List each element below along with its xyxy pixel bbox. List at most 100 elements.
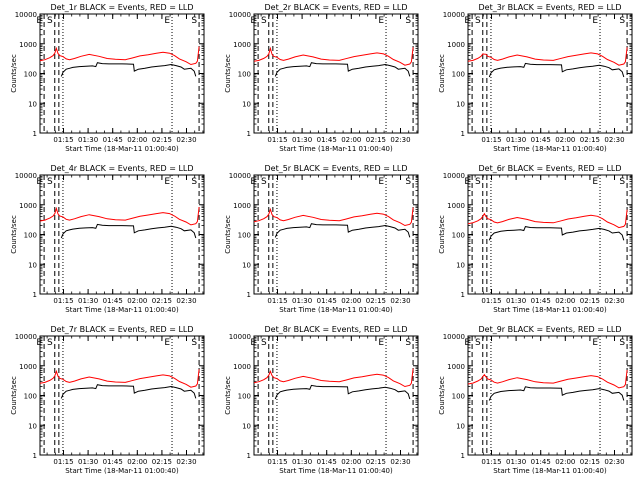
y-axis-label: Counts/sec: [224, 376, 232, 415]
x-tick-label: 01:45: [531, 136, 551, 144]
marker-label: S: [47, 338, 53, 348]
marker-label: E: [36, 177, 42, 187]
x-tick-label: 01:45: [103, 136, 123, 144]
marker-label: S: [191, 16, 197, 26]
chart-panel-3: Det_3r BLACK = Events, RED = LLD 1 10 100 10…: [438, 3, 633, 153]
marker-label: E: [378, 338, 384, 348]
x-axis-label: Start Time (18-Mar-11 01:00:40): [279, 145, 393, 153]
marker-label: E: [164, 177, 170, 187]
x-tick-label: 02:30: [390, 297, 410, 305]
y-tick-label: 100: [24, 393, 37, 401]
y-tick-label: 1: [33, 452, 37, 460]
y-tick-label: 100: [452, 393, 465, 401]
x-tick-label: 01:45: [317, 136, 337, 144]
marker-label: S: [47, 177, 53, 187]
x-tick-label: 02:15: [152, 136, 172, 144]
x-tick-label: 01:15: [53, 297, 73, 305]
x-tick-label: 01:30: [78, 136, 98, 144]
plot-frame: [253, 174, 419, 295]
panel-title: Det_5r BLACK = Events, RED = LLD: [264, 164, 407, 173]
y-tick-label: 1000: [447, 363, 465, 371]
x-tick-label: 01:45: [103, 297, 123, 305]
x-tick-label: 02:30: [604, 458, 624, 466]
marker-label: S: [405, 177, 411, 187]
lld-series-line: [253, 46, 414, 66]
marker-label: E: [464, 177, 470, 187]
x-tick-label: 01:30: [292, 458, 312, 466]
x-axis-label: Start Time (18-Mar-11 01:00:40): [65, 467, 179, 475]
marker-label: S: [405, 338, 411, 348]
y-tick-label: 10: [28, 261, 37, 269]
y-tick-label: 10: [28, 422, 37, 430]
marker-label: E: [378, 16, 384, 26]
chart-panel-1: Det_1r BLACK = Events, RED = LLD 1 10 100 10…: [10, 3, 205, 153]
x-tick-label: 01:45: [317, 458, 337, 466]
y-tick-label: 10000: [229, 11, 251, 19]
panel-title: Det_6r BLACK = Events, RED = LLD: [478, 164, 621, 173]
y-tick-label: 10000: [229, 172, 251, 180]
plot-frame: [39, 13, 205, 134]
panel-title: Det_1r BLACK = Events, RED = LLD: [50, 3, 193, 12]
y-tick-label: 10: [242, 100, 251, 108]
chart-panel-7: Det_7r BLACK = Events, RED = LLD 1 10 100 10…: [10, 325, 205, 475]
marker-label: E: [164, 338, 170, 348]
plot-frame: [39, 335, 205, 456]
chart-panel-6: Det_6r BLACK = Events, RED = LLD 1 10 100 10…: [438, 164, 633, 314]
x-tick-label: 02:15: [580, 297, 600, 305]
plot-frame: [467, 13, 633, 134]
x-tick-label: 02:30: [176, 136, 196, 144]
y-tick-label: 10000: [443, 333, 465, 341]
y-tick-label: 10: [242, 261, 251, 269]
x-tick-label: 01:45: [531, 297, 551, 305]
x-tick-label: 02:00: [555, 136, 575, 144]
x-tick-label: 02:30: [604, 297, 624, 305]
x-tick-label: 01:15: [53, 136, 73, 144]
lld-series-line: [39, 369, 200, 388]
plot-frame: [39, 174, 205, 295]
x-tick-label: 02:00: [127, 136, 147, 144]
y-tick-label: 1000: [233, 363, 251, 371]
panel-title: Det_2r BLACK = Events, RED = LLD: [264, 3, 407, 12]
y-tick-label: 100: [452, 232, 465, 240]
marker-label: E: [378, 177, 384, 187]
x-tick-label: 02:00: [341, 458, 361, 466]
events-series-line: [60, 223, 197, 239]
y-tick-label: 10: [242, 422, 251, 430]
y-tick-label: 100: [238, 71, 251, 79]
x-axis-label: Start Time (18-Mar-11 01:00:40): [493, 306, 607, 314]
y-tick-label: 10: [28, 100, 37, 108]
events-series-line: [274, 384, 411, 400]
chart-panel-5: Det_5r BLACK = Events, RED = LLD 1 10 100 10…: [224, 164, 419, 314]
x-tick-label: 01:30: [292, 297, 312, 305]
lld-series-line: [467, 47, 628, 66]
marker-label: E: [592, 338, 598, 348]
marker-label: S: [261, 338, 267, 348]
plot-frame: [253, 13, 419, 134]
y-axis-label: Counts/sec: [10, 376, 18, 415]
x-tick-label: 01:15: [267, 458, 287, 466]
y-tick-label: 1000: [233, 202, 251, 210]
y-axis-label: Counts/sec: [224, 54, 232, 93]
chart-panel-8: Det_8r BLACK = Events, RED = LLD 1 10 100 10…: [224, 325, 419, 475]
x-tick-label: 02:15: [366, 297, 386, 305]
x-tick-label: 01:30: [506, 136, 526, 144]
plot-frame: [253, 335, 419, 456]
lld-series-line: [467, 369, 628, 389]
x-tick-label: 01:30: [292, 136, 312, 144]
x-tick-label: 01:15: [53, 458, 73, 466]
x-tick-label: 02:15: [152, 458, 172, 466]
y-tick-label: 10000: [443, 11, 465, 19]
y-tick-label: 10000: [15, 11, 37, 19]
x-tick-label: 02:30: [176, 297, 196, 305]
events-series-line: [488, 62, 625, 78]
panel-title: Det_3r BLACK = Events, RED = LLD: [478, 3, 621, 12]
x-tick-label: 01:15: [267, 297, 287, 305]
x-tick-label: 02:00: [341, 297, 361, 305]
marker-label: S: [619, 177, 625, 187]
chart-panel-2: Det_2r BLACK = Events, RED = LLD 1 10 100 10…: [224, 3, 419, 153]
x-tick-label: 02:30: [176, 458, 196, 466]
x-axis-label: Start Time (18-Mar-11 01:00:40): [65, 306, 179, 314]
x-tick-label: 01:15: [481, 136, 501, 144]
panel-title: Det_7r BLACK = Events, RED = LLD: [50, 325, 193, 334]
